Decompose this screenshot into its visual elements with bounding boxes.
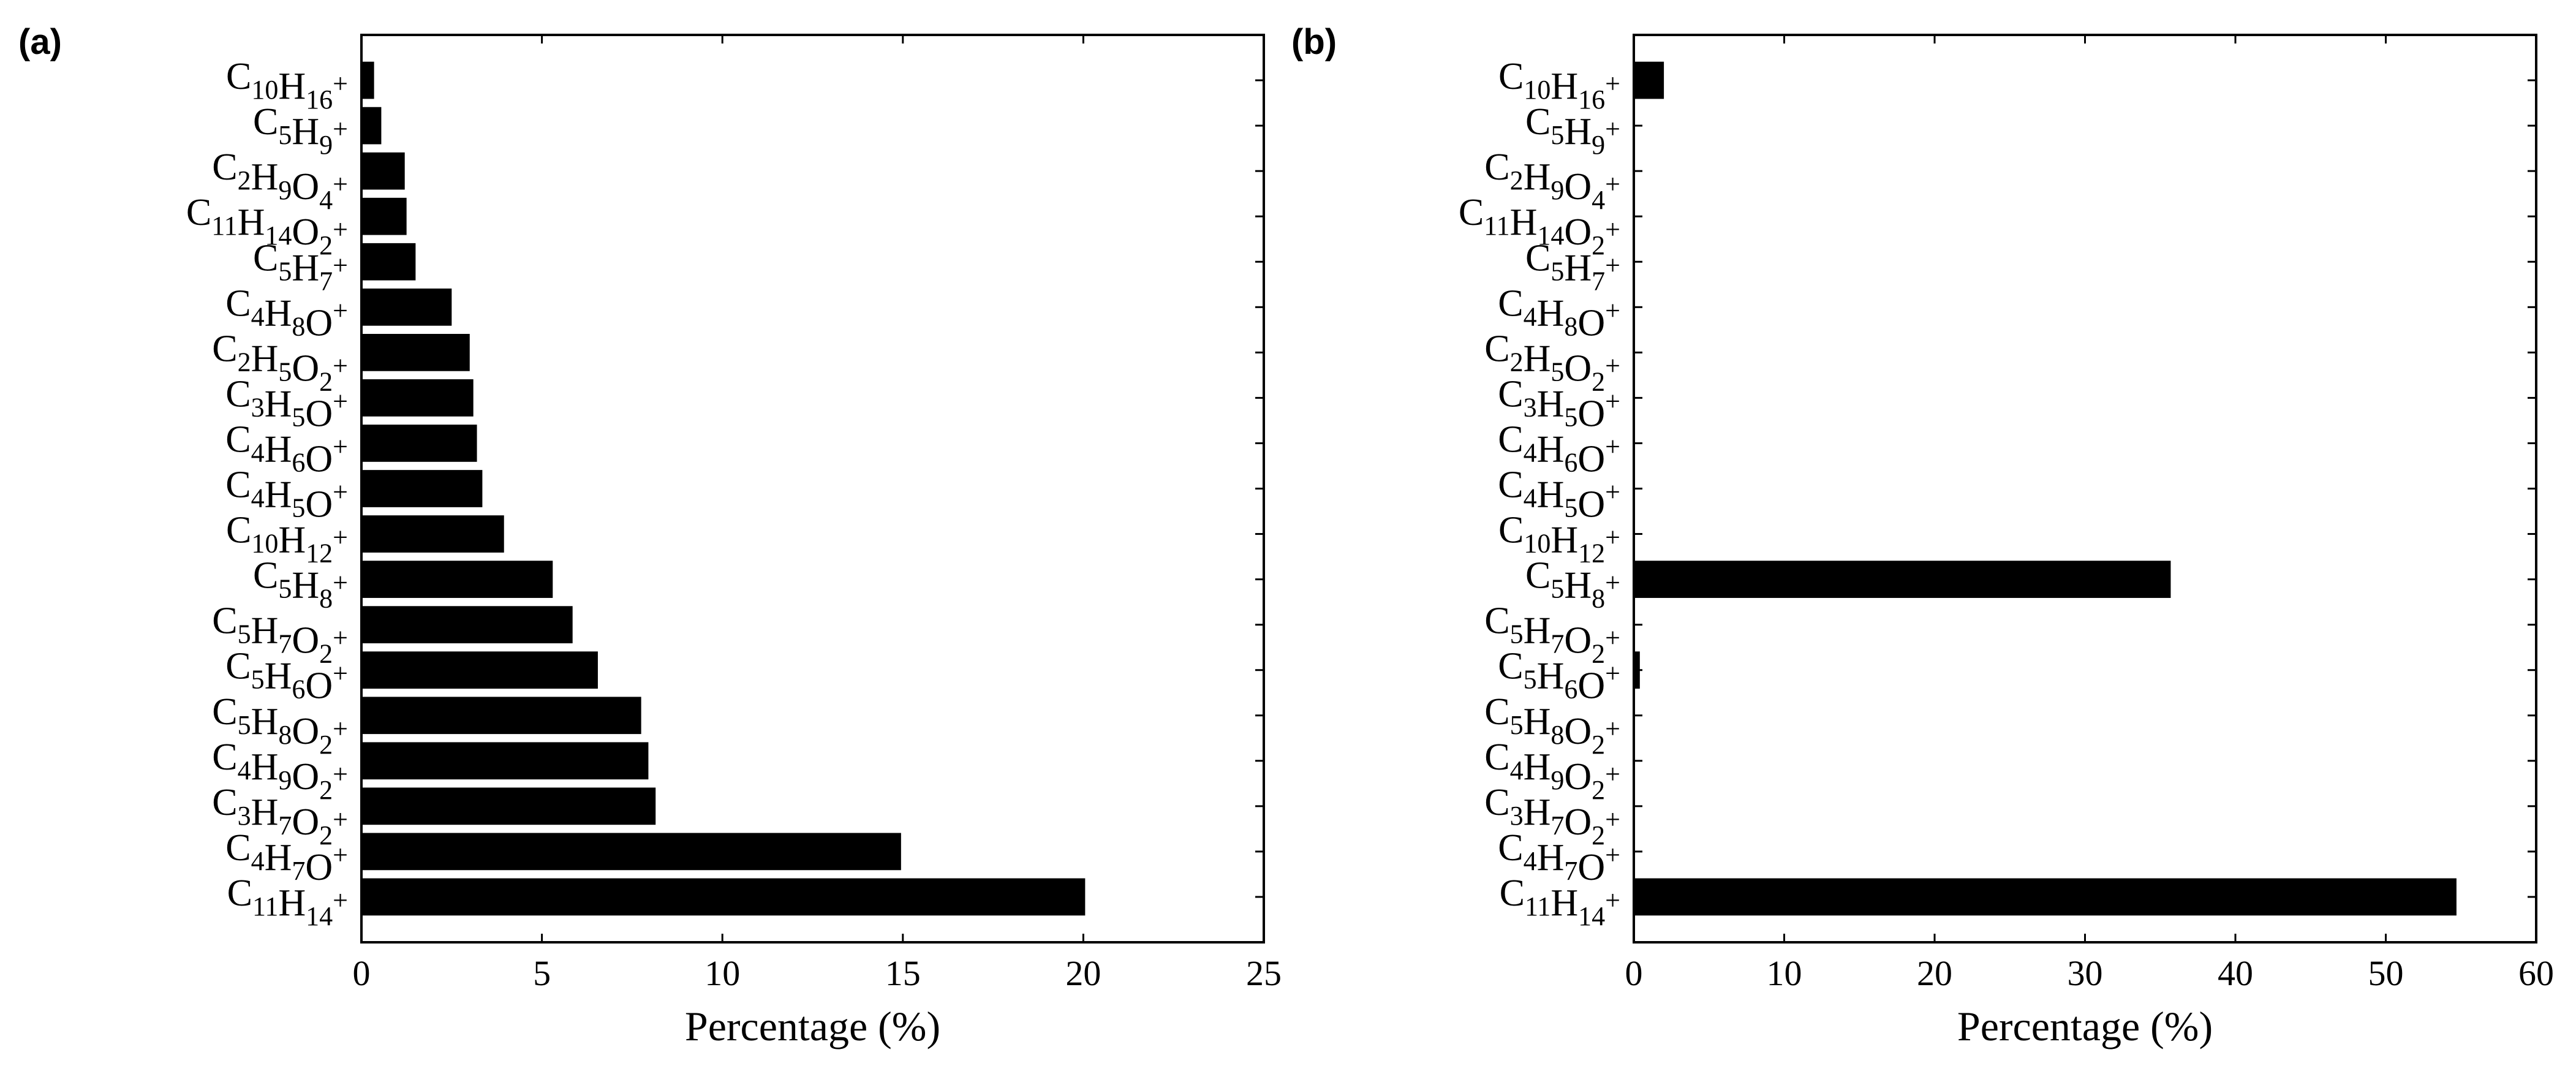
x-tick-label: 5 [533, 953, 551, 993]
category-label: C11H14O2+ [1459, 192, 1620, 260]
x-tick-label: 50 [2368, 953, 2404, 993]
x-tick-label: 20 [1917, 953, 1952, 993]
bar [361, 288, 452, 326]
category-label: C10H12+ [1498, 510, 1620, 569]
category-label: C5H7+ [253, 237, 348, 296]
x-tick-label: 25 [1246, 953, 1282, 993]
panel-label: (a) [18, 22, 62, 62]
bar [361, 561, 553, 598]
category-label: C11H14+ [1500, 872, 1620, 931]
category-label: C4H7O+ [1498, 827, 1620, 888]
category-label: C4H5O+ [1498, 464, 1620, 526]
category-label: C10H16+ [226, 56, 348, 115]
x-tick-label: 10 [704, 953, 740, 993]
x-tick-label: 10 [1767, 953, 1802, 993]
panel-label: (b) [1291, 22, 1337, 62]
x-tick-label: 20 [1065, 953, 1101, 993]
category-label: C5H7O2+ [212, 600, 348, 669]
category-label: C3H5O+ [1498, 373, 1620, 434]
category-label: C4H6O+ [1498, 418, 1620, 480]
category-label: C5H9+ [253, 101, 348, 160]
bar [361, 878, 1086, 916]
bar [361, 333, 470, 371]
bar [361, 787, 656, 825]
category-label: C10H16+ [1498, 56, 1620, 115]
category-label: C2H5O2+ [1484, 328, 1620, 396]
category-label: C11H14+ [227, 872, 348, 931]
category-label: C2H9O4+ [1484, 146, 1620, 215]
category-label: C4H9O2+ [212, 736, 348, 805]
category-label: C2H5O2+ [212, 328, 348, 396]
panel-b-chart: (b) C10H16+C5H9+C2H9O4+C11H14O2+C5H7+C4H8… [1291, 22, 2554, 1049]
category-label: C3H5O+ [225, 373, 348, 434]
bar [361, 606, 573, 644]
category-label: C5H8+ [1525, 555, 1620, 614]
category-label: C5H7O2+ [1484, 600, 1620, 669]
category-label: C5H6O+ [225, 646, 348, 707]
bar [1634, 561, 2171, 598]
panel-a-chart: (a) C10H16+C5H9+C2H9O4+C11H14O2+C5H7+C4H8… [18, 22, 1282, 1049]
x-tick-label: 60 [2518, 953, 2554, 993]
category-label: C3H7O2+ [1484, 782, 1620, 850]
bar [361, 833, 901, 871]
bar [361, 425, 477, 462]
category-label: C5H9+ [1525, 101, 1620, 160]
x-axis-title: Percentage (%) [685, 1003, 940, 1049]
bar [361, 651, 598, 689]
category-label: C4H8O+ [1498, 282, 1620, 344]
bar [1634, 878, 2457, 916]
category-label: C5H7+ [1525, 237, 1620, 296]
category-label: C5H8O2+ [1484, 691, 1620, 760]
axes-frame [1633, 34, 2537, 944]
category-label: C4H6O+ [225, 418, 348, 480]
bar [361, 243, 416, 281]
bar [361, 742, 649, 780]
bar [361, 379, 474, 417]
x-tick-label: 0 [353, 953, 371, 993]
category-label: C2H9O4+ [212, 146, 348, 215]
category-label: C4H9O2+ [1484, 736, 1620, 805]
bar [361, 697, 641, 735]
category-label: C11H14O2+ [186, 192, 348, 260]
x-tick-label: 40 [2218, 953, 2253, 993]
x-axis-title: Percentage (%) [1957, 1003, 2213, 1049]
category-label: C4H5O+ [225, 464, 348, 526]
category-label: C4H7O+ [225, 827, 348, 888]
category-label: C5H8O2+ [212, 691, 348, 760]
x-tick-label: 15 [885, 953, 921, 993]
x-tick-label: 0 [1625, 953, 1643, 993]
x-tick-label: 30 [2068, 953, 2103, 993]
bar [361, 515, 504, 553]
category-label: C10H12+ [226, 510, 348, 569]
category-label: C3H7O2+ [212, 782, 348, 850]
category-label: C4H8O+ [225, 282, 348, 344]
category-label: C5H6O+ [1498, 646, 1620, 707]
category-label: C5H8+ [253, 555, 348, 614]
bar [361, 470, 483, 507]
